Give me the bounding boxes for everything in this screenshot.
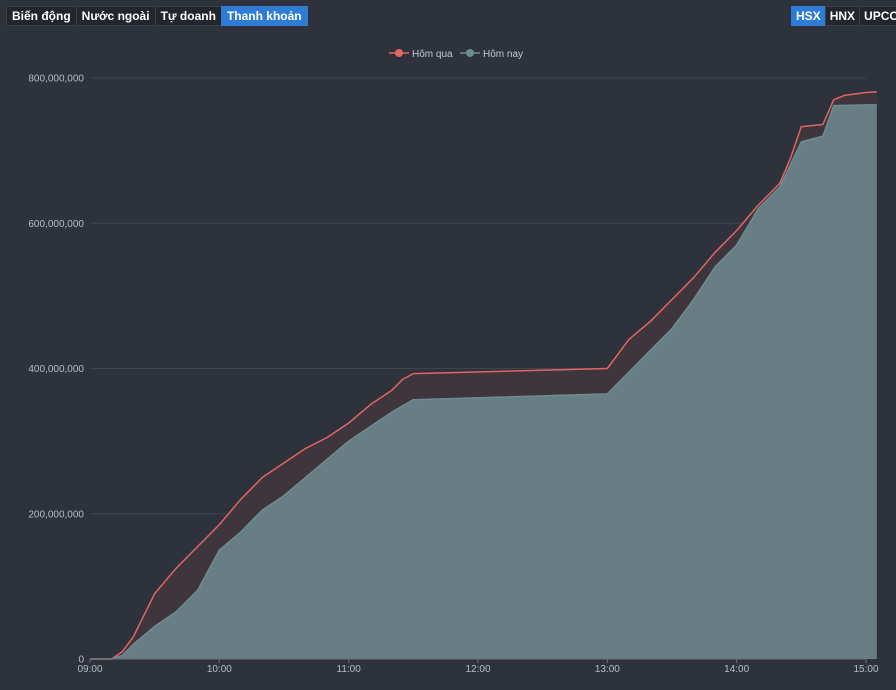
exchange-tabs: HSX HNX UPCOM [791,6,896,26]
tab-hnx[interactable]: HNX [824,6,861,26]
y-axis-ticks: 0 200,000,000 400,000,000 600,000,000 800,00… [28,74,84,666]
tab-nuoc-ngoai[interactable]: Nước ngoài [75,6,156,26]
x-axis-ticks: 09:00 10:00 11:00 12:00 13:00 14:00 15:00 [77,659,879,675]
x-tick-label: 13:00 [595,664,620,675]
x-tick-label: 14:00 [724,664,749,675]
x-tick-label: 12:00 [465,664,490,675]
legend-marker-hom-nay [466,49,474,57]
y-tick-label: 600,000,000 [28,219,84,230]
tab-upcom[interactable]: UPCOM [859,6,896,26]
line-hom-nay [90,104,877,660]
legend[interactable]: Hôm qua Hôm nay [389,49,523,60]
area-hom-nay [90,104,877,659]
tab-thanh-khoan[interactable]: Thanh khoản [220,6,308,26]
legend-item-hom-qua[interactable]: Hôm qua [389,49,453,60]
x-tick-label: 11:00 [337,664,362,675]
y-tick-label: 800,000,000 [28,74,84,85]
y-tick-label: 200,000,000 [28,509,84,520]
y-tick-label: 0 [78,655,84,666]
y-tick-label: 400,000,000 [28,364,84,375]
tab-bien-dong[interactable]: Biến động [6,6,77,26]
legend-label-hom-qua: Hôm qua [412,49,453,60]
x-tick-label: 09:00 [77,664,102,675]
tab-tu-doanh[interactable]: Tự doanh [154,6,222,26]
series-areas [90,91,877,660]
series-lines [90,91,877,660]
tab-hsx[interactable]: HSX [791,6,826,26]
line-hom-qua [90,91,877,660]
legend-item-hom-nay[interactable]: Hôm nay [460,49,523,60]
x-tick-label: 15:00 [853,664,878,675]
view-tabs: Biến động Nước ngoài Tự doanh Thanh khoả… [6,6,308,26]
legend-label-hom-nay: Hôm nay [483,49,523,60]
x-tick-label: 10:00 [207,664,232,675]
legend-marker-hom-qua [395,49,403,57]
